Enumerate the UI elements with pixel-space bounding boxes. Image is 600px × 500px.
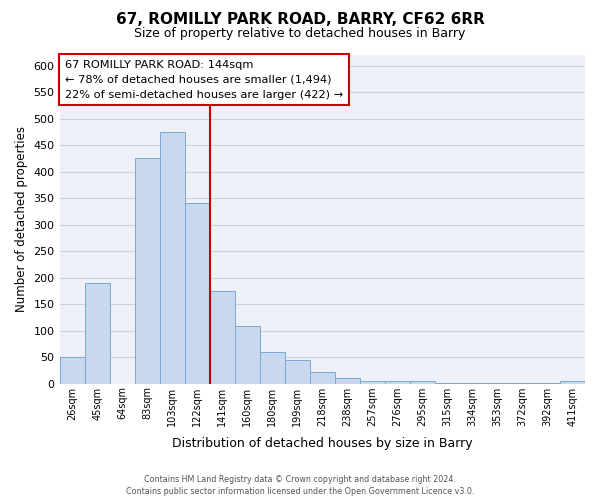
Bar [385,381,410,384]
Text: 67 ROMILLY PARK ROAD: 144sqm
← 78% of detached houses are smaller (1,494)
22% of: 67 ROMILLY PARK ROAD: 144sqm ← 78% of de… [65,60,343,100]
Bar [59,357,85,384]
Bar [535,382,560,384]
Text: 67, ROMILLY PARK ROAD, BARRY, CF62 6RR: 67, ROMILLY PARK ROAD, BARRY, CF62 6RR [116,12,484,28]
Text: Size of property relative to detached houses in Barry: Size of property relative to detached ho… [134,28,466,40]
Bar [560,381,585,384]
Y-axis label: Number of detached properties: Number of detached properties [15,126,28,312]
Bar [360,381,385,384]
Text: Contains HM Land Registry data © Crown copyright and database right 2024.
Contai: Contains HM Land Registry data © Crown c… [126,474,474,496]
Bar [134,158,160,384]
Bar [310,372,335,384]
Bar [335,378,360,384]
Bar [160,132,185,384]
Bar [209,291,235,384]
Bar [435,382,460,384]
Bar [485,382,510,384]
X-axis label: Distribution of detached houses by size in Barry: Distribution of detached houses by size … [172,437,473,450]
Bar [235,326,260,384]
Bar [510,382,535,384]
Bar [85,283,110,384]
Bar [185,204,209,384]
Bar [285,360,310,384]
Bar [410,382,435,384]
Bar [260,352,285,384]
Bar [460,382,485,384]
